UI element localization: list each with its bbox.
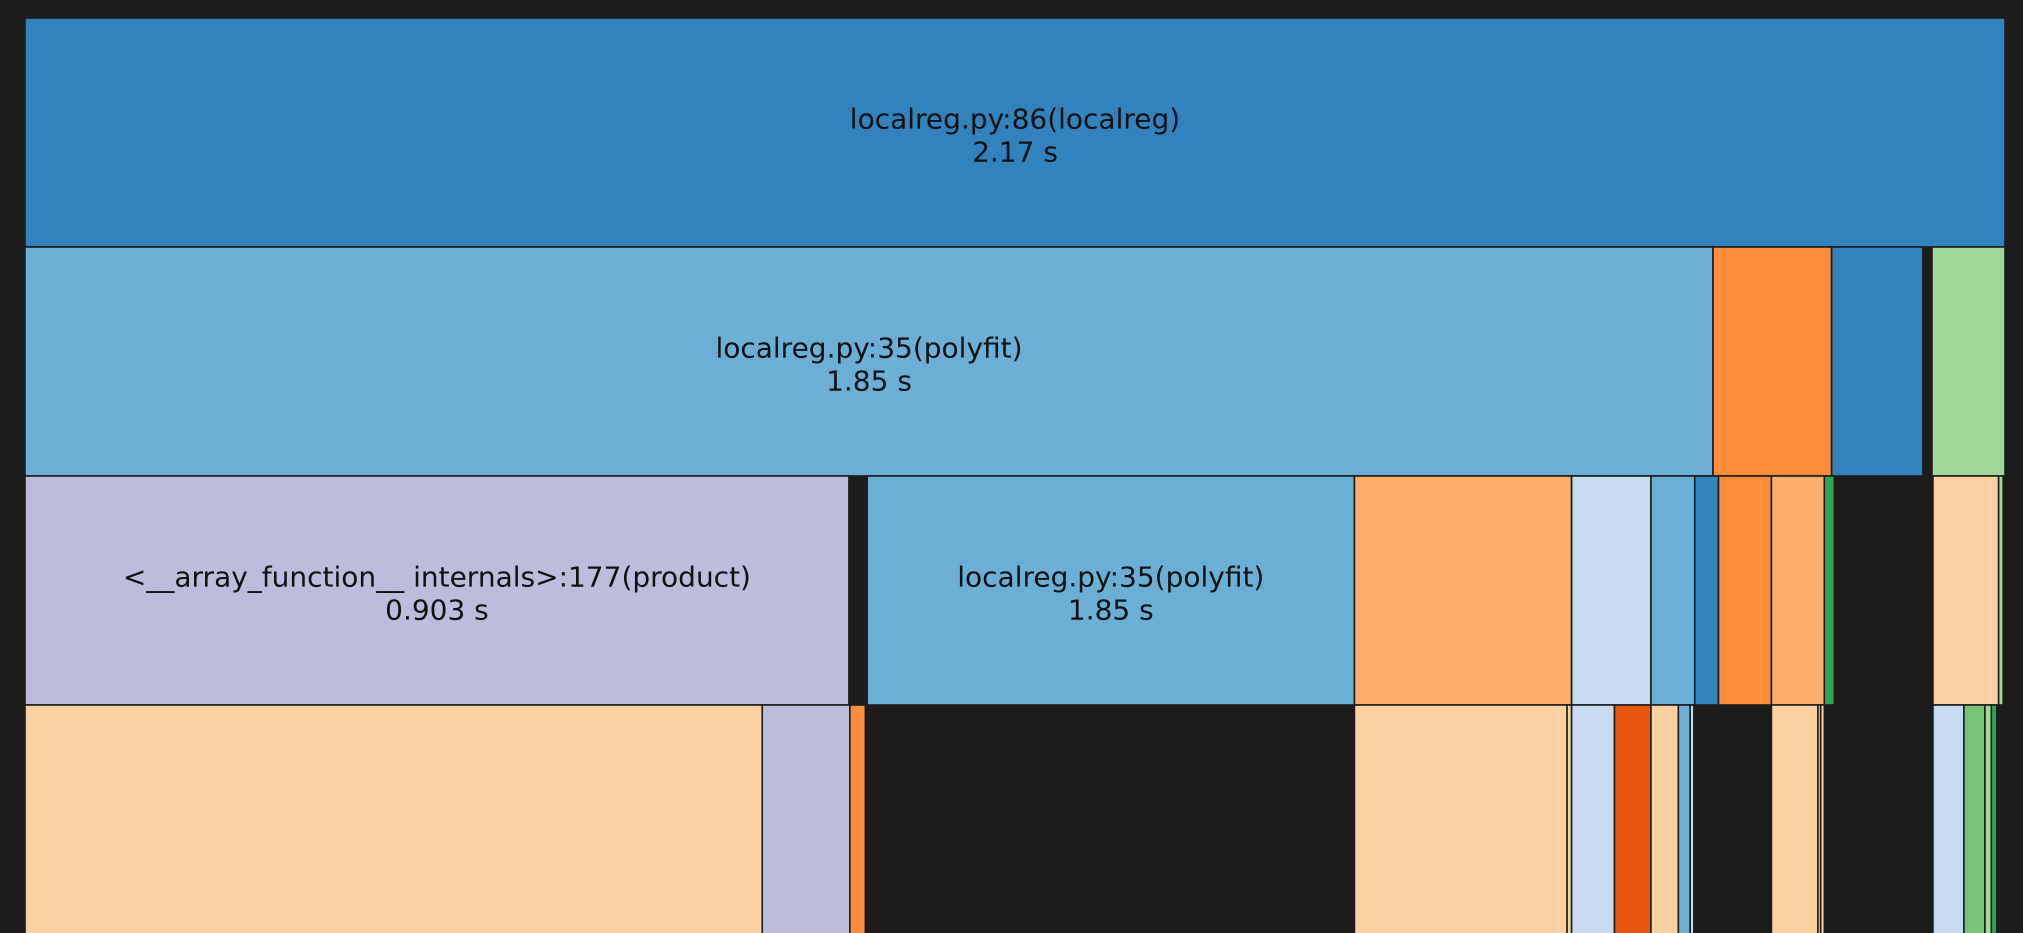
icicle-node-n31[interactable]	[1984, 704, 1993, 933]
icicle-node-n15[interactable]	[1997, 475, 2004, 706]
icicle-node-n4[interactable]	[1931, 246, 2006, 477]
icicle-node-n6[interactable]	[866, 475, 1356, 706]
icicle-node-n9[interactable]	[1650, 475, 1696, 706]
icicle-node-n26[interactable]	[1770, 704, 1819, 933]
icicle-node-n32[interactable]	[1990, 704, 1998, 933]
icicle-node-n19[interactable]	[1353, 704, 1568, 933]
icicle-node-n12[interactable]	[1770, 475, 1826, 706]
icicle-node-n7[interactable]	[1353, 475, 1573, 706]
icicle-node-n29[interactable]	[1932, 704, 1965, 933]
icicle-node-n5[interactable]	[24, 475, 850, 706]
icicle-node-n10[interactable]	[1693, 475, 1720, 706]
icicle-node-n30[interactable]	[1963, 704, 1986, 933]
icicle-node-n3[interactable]	[1830, 246, 1924, 477]
icicle-node-n13[interactable]	[1823, 475, 1836, 706]
icicle-node-n17[interactable]	[761, 704, 851, 933]
icicle-node-n24[interactable]	[1677, 704, 1692, 933]
icicle-node-n0[interactable]	[24, 17, 2006, 248]
icicle-node-n1[interactable]	[24, 246, 1714, 477]
icicle-node-n16[interactable]	[24, 704, 764, 933]
icicle-node-n25[interactable]	[1689, 704, 1695, 933]
icicle-node-n18[interactable]	[849, 704, 867, 933]
icicle-node-n28[interactable]	[1819, 704, 1826, 933]
icicle-node-n21[interactable]	[1570, 704, 1616, 933]
icicle-node-n22[interactable]	[1613, 704, 1652, 933]
icicle-node-n23[interactable]	[1650, 704, 1680, 933]
icicle-nodes	[24, 17, 2006, 933]
icicle-node-n2[interactable]	[1712, 246, 1833, 477]
icicle-node-n11[interactable]	[1717, 475, 1773, 706]
icicle-node-n8[interactable]	[1570, 475, 1652, 706]
icicle-node-n14[interactable]	[1932, 475, 2000, 706]
